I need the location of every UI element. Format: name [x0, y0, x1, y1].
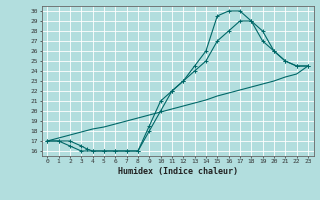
- X-axis label: Humidex (Indice chaleur): Humidex (Indice chaleur): [118, 167, 237, 176]
